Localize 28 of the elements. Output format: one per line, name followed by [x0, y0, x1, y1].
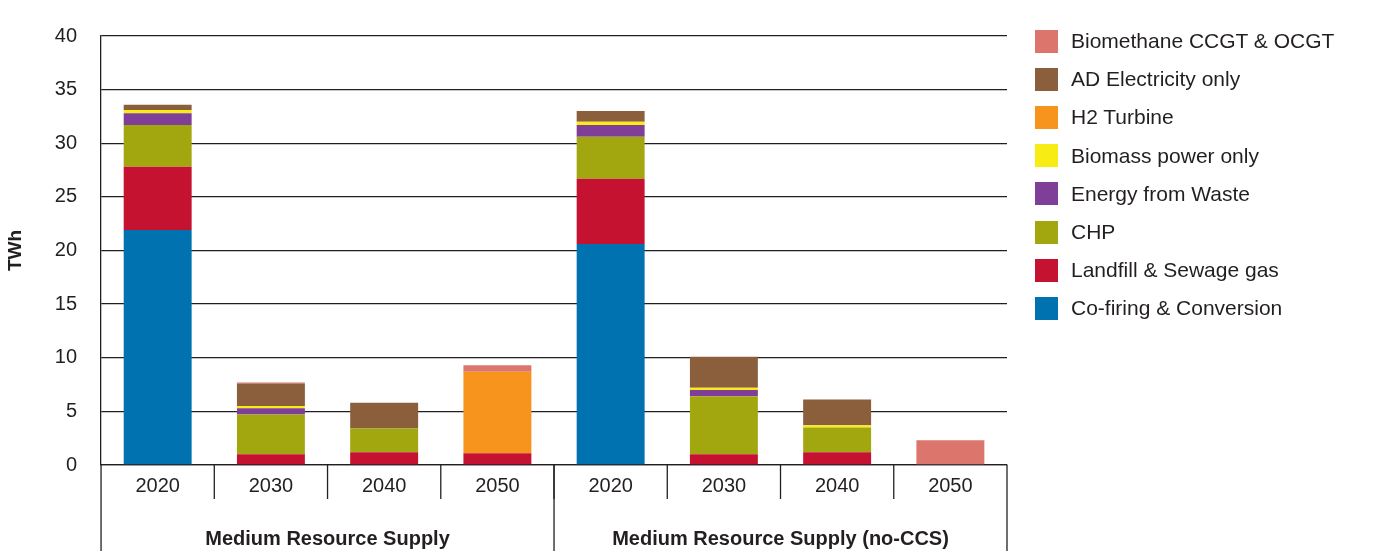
y-tick-label: 35: [54, 77, 78, 100]
legend-label: AD Electricity only: [1071, 67, 1241, 92]
legend-label: H2 Turbine: [1071, 105, 1174, 130]
x-tick-label: 2020: [135, 473, 180, 496]
legend-label: Energy from Waste: [1071, 181, 1250, 206]
y-tick-label: 40: [54, 23, 78, 46]
y-tick-label: 20: [54, 238, 78, 261]
x-tick-label: 2050: [475, 473, 520, 496]
y-tick-label: 0: [65, 452, 78, 475]
y-tick-label: 30: [54, 130, 78, 153]
text: Medium Resource Supply (no-CCS): [612, 526, 949, 549]
y-tick-label: 15: [54, 291, 78, 314]
legend-label: Biomass power only: [1071, 143, 1259, 168]
x-tick-label: 2030: [248, 473, 294, 496]
legend-label: Co-firing & Conversion: [1071, 296, 1283, 321]
x-tick-label: 2020: [588, 473, 633, 496]
x-tick-label: 2040: [361, 473, 407, 496]
y-tick-label: 5: [65, 398, 78, 421]
text: Medium Resource Supply: [205, 526, 451, 549]
y-tick-label: 25: [54, 184, 78, 207]
x-tick-label: 2040: [814, 473, 860, 496]
x-tick-label: 2050: [928, 473, 973, 496]
legend-label: Biomethane CCGT & OCGT: [1071, 29, 1335, 54]
y-tick-label: 10: [54, 345, 78, 368]
x-tick-label: 2030: [701, 473, 747, 496]
legend-label: Landfill & Sewage gas: [1071, 258, 1279, 283]
legend-label: CHP: [1071, 220, 1116, 245]
y-axis-title: TWh: [3, 229, 25, 272]
